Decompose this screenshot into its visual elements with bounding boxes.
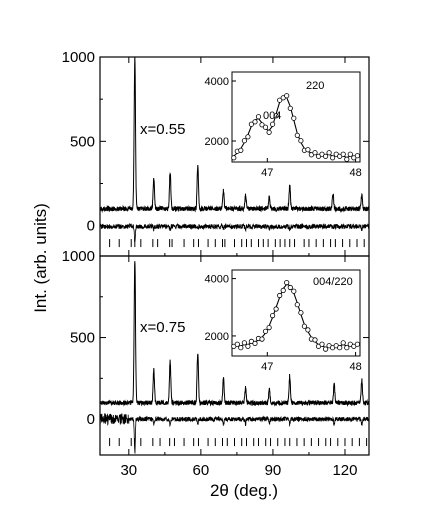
panels-layer: 0 500 1000 x=0.55 2000 4000 47 48 004 220 0 500 1000… — [62, 49, 370, 479]
inset-data-point — [269, 312, 276, 319]
inset-data-point — [238, 147, 244, 153]
inset-data-point — [337, 345, 343, 351]
inset-data-point — [287, 284, 293, 291]
inset-data-point — [241, 138, 247, 144]
inset-data-point — [277, 97, 283, 103]
x-tick-label: 60 — [193, 462, 210, 479]
inset-x-tick-label: 48 — [349, 361, 361, 373]
inset-data-point — [245, 343, 251, 349]
inset-data-point — [326, 150, 332, 156]
inset-data-point — [298, 138, 304, 144]
y-axis-title: Int. (arb. units) — [31, 203, 50, 313]
observed-pattern-line — [99, 261, 370, 407]
composition-label: x=0.75 — [140, 319, 185, 336]
inset-data-point — [291, 288, 297, 294]
y-tick-label: 1000 — [62, 49, 95, 66]
inset-data-point — [305, 327, 311, 333]
y-tick-label: 500 — [70, 330, 95, 347]
inset-data-point — [347, 151, 353, 157]
y-tick-label: 500 — [70, 133, 95, 150]
inset-data-point — [298, 310, 304, 316]
difference-curve — [99, 222, 370, 242]
x-axis-title: 2θ (deg.) — [210, 481, 278, 500]
inset-data-point — [284, 93, 290, 99]
inset-data-point — [255, 114, 262, 120]
y-tick-label: 1000 — [62, 248, 95, 265]
inset-y-tick-label: 4000 — [205, 274, 229, 286]
x-tick-label: 90 — [265, 462, 282, 479]
inset-x-tick-label: 47 — [261, 361, 273, 373]
inset-data-point — [344, 345, 350, 351]
inset-data-point — [294, 302, 300, 308]
inset-data-point — [262, 124, 269, 130]
inset-peak-label: 220 — [306, 80, 324, 92]
inset-data-point — [252, 340, 258, 346]
inset-data-point — [305, 147, 311, 153]
inset-data-point — [322, 346, 329, 352]
inset-y-tick-label: 4000 — [205, 76, 229, 88]
y-tick-label: 0 — [87, 218, 95, 235]
inset-data-point — [234, 341, 240, 347]
inset-data-point — [266, 129, 272, 135]
inset-data-point — [259, 122, 265, 128]
inset-data-point — [354, 153, 360, 159]
inset-y-tick-label: 2000 — [205, 136, 229, 148]
x-tick-label: 30 — [120, 462, 137, 479]
inset-data-point — [277, 292, 283, 299]
inset-data-point — [248, 121, 254, 127]
panel-bottom: 0 500 1000 30 60 90 120 x=0.75 2000 4000 47 48 004/2… — [62, 248, 370, 479]
inset-data-point — [273, 113, 279, 119]
inset-data-point — [301, 323, 307, 329]
inset-data-point — [245, 134, 251, 140]
observed-pattern-line — [99, 56, 370, 213]
inset-data-point — [269, 121, 276, 127]
inset-data-point — [322, 153, 329, 159]
inset-data-point — [312, 337, 318, 343]
y-tick-label: 0 — [87, 411, 95, 428]
inset-data-point — [319, 341, 325, 347]
inset-data-point — [273, 306, 279, 312]
inset-x-tick-label: 48 — [349, 167, 361, 179]
inset-data-point — [231, 155, 237, 161]
inset-data-point — [284, 279, 290, 286]
inset-data-point — [291, 115, 297, 121]
inset-data-point — [329, 155, 336, 161]
panel-top: 0 500 1000 x=0.55 2000 4000 47 48 004 220 — [62, 49, 370, 257]
inset-data-point — [259, 336, 265, 342]
composition-label: x=0.55 — [140, 121, 185, 138]
inset-data-point — [266, 324, 272, 331]
inset-data-point — [354, 341, 360, 347]
x-tick-label: 120 — [332, 462, 357, 479]
inset-peak-label: 004 — [263, 110, 281, 122]
inset-data-point — [340, 340, 346, 346]
inset-data-point — [344, 156, 350, 162]
inset-data-point — [252, 119, 258, 125]
inset-data-point — [241, 340, 247, 346]
inset-x-tick-label: 47 — [261, 167, 273, 179]
inset-data-point — [238, 345, 244, 351]
inset-data-point — [312, 150, 318, 156]
inset-y-tick-label: 2000 — [205, 331, 229, 343]
inset-peak-label: 004/220 — [313, 276, 353, 288]
inset-data-point — [262, 328, 269, 334]
inset-data-point — [287, 105, 293, 111]
inset-data-point — [340, 151, 346, 157]
inset-data-point — [280, 287, 286, 293]
difference-curve — [99, 413, 370, 454]
panel-frame — [99, 255, 370, 456]
inset-data-point — [294, 132, 300, 138]
